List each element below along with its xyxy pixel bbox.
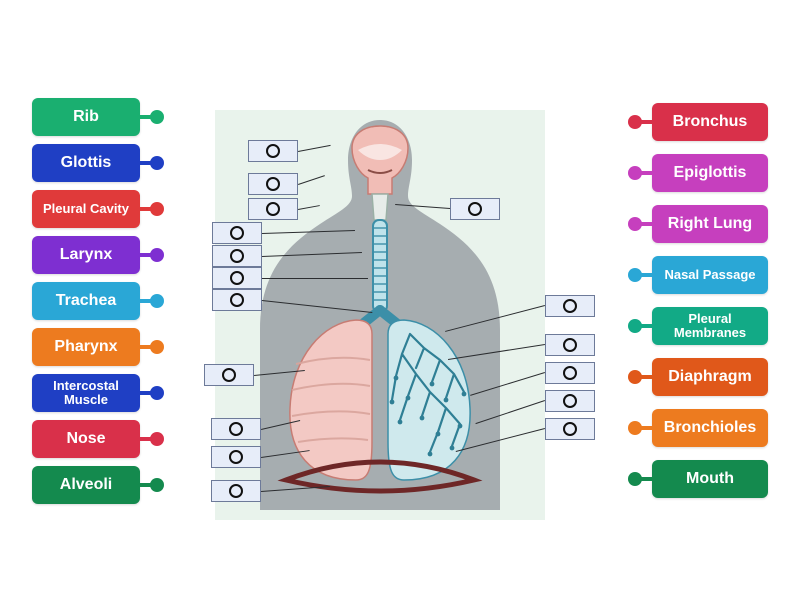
drop-target-d10[interactable]	[211, 446, 261, 468]
label-text: Pleural Cavity	[43, 202, 129, 216]
connector-dot	[150, 432, 164, 446]
label-nasal-passage[interactable]: Nasal Passage	[652, 256, 768, 294]
label-text: Nasal Passage	[664, 268, 755, 282]
label-epiglottis[interactable]: Epiglottis	[652, 154, 768, 192]
label-alveoli[interactable]: Alveoli	[32, 466, 140, 504]
label-text: Bronchus	[673, 114, 748, 131]
drop-target-d6[interactable]	[212, 267, 262, 289]
label-glottis[interactable]: Glottis	[32, 144, 140, 182]
drop-target-d11[interactable]	[211, 480, 261, 502]
connector-dot	[150, 156, 164, 170]
label-trachea[interactable]: Trachea	[32, 282, 140, 320]
activity-stage: Rib Glottis Pleural Cavity Larynx Trachea Pha…	[0, 0, 800, 600]
connector-dot	[150, 386, 164, 400]
label-text: Right Lung	[668, 216, 752, 233]
label-text: Bronchioles	[664, 420, 756, 437]
label-text: Intercostal Muscle	[38, 379, 134, 406]
drop-target-d7[interactable]	[212, 289, 262, 311]
label-right-lung[interactable]: Right Lung	[652, 205, 768, 243]
drop-target-d9[interactable]	[211, 418, 261, 440]
label-diaphragm[interactable]: Diaphragm	[652, 358, 768, 396]
label-bronchioles[interactable]: Bronchioles	[652, 409, 768, 447]
label-text: Glottis	[61, 155, 112, 172]
label-text: Trachea	[56, 293, 116, 310]
drop-target-d13[interactable]	[545, 295, 595, 317]
drop-target-d3[interactable]	[248, 198, 298, 220]
label-rib[interactable]: Rib	[32, 98, 140, 136]
label-pleural-cavity[interactable]: Pleural Cavity	[32, 190, 140, 228]
label-nose[interactable]: Nose	[32, 420, 140, 458]
connector-dot	[150, 248, 164, 262]
drop-target-d2[interactable]	[248, 173, 298, 195]
label-text: Pleural Membranes	[658, 312, 762, 339]
drop-target-d14[interactable]	[545, 334, 595, 356]
label-mouth[interactable]: Mouth	[652, 460, 768, 498]
drop-target-d8[interactable]	[204, 364, 254, 386]
label-text: Larynx	[60, 247, 112, 264]
connector-dot	[150, 478, 164, 492]
drop-target-d1[interactable]	[248, 140, 298, 162]
drop-target-d4[interactable]	[212, 222, 262, 244]
label-pleural-membranes[interactable]: Pleural Membranes	[652, 307, 768, 345]
label-pharynx[interactable]: Pharynx	[32, 328, 140, 366]
label-text: Rib	[73, 109, 99, 126]
leader-line	[262, 278, 368, 279]
label-bronchus[interactable]: Bronchus	[652, 103, 768, 141]
connector-dot	[150, 340, 164, 354]
label-text: Diaphragm	[668, 369, 752, 386]
connector-dot	[150, 294, 164, 308]
drop-target-d17[interactable]	[545, 418, 595, 440]
label-intercostal-muscle[interactable]: Intercostal Muscle	[32, 374, 140, 412]
drop-target-d12[interactable]	[450, 198, 500, 220]
label-text: Pharynx	[54, 339, 117, 356]
label-text: Alveoli	[60, 477, 112, 494]
drop-target-d5[interactable]	[212, 245, 262, 267]
connector-dot	[150, 110, 164, 124]
drop-target-d15[interactable]	[545, 362, 595, 384]
label-text: Mouth	[686, 471, 734, 488]
label-text: Nose	[66, 431, 105, 448]
connector-dot	[150, 202, 164, 216]
label-larynx[interactable]: Larynx	[32, 236, 140, 274]
label-text: Epiglottis	[674, 165, 747, 182]
drop-target-d16[interactable]	[545, 390, 595, 412]
